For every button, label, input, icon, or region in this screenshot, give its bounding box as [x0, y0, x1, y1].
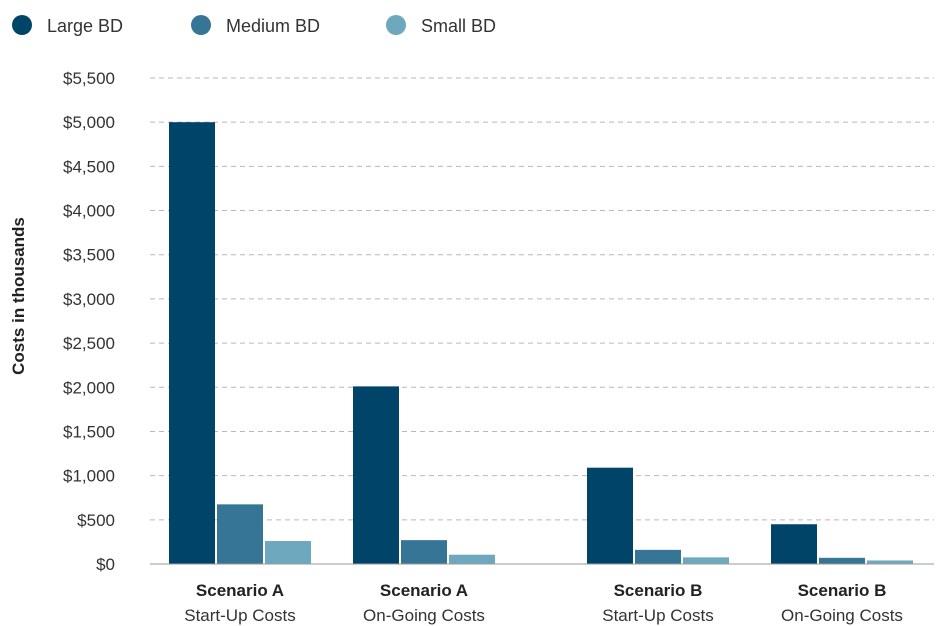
x-category-subtitle: On-Going Costs [781, 606, 903, 625]
x-category-subtitle: Start-Up Costs [602, 606, 713, 625]
y-tick-label: $500 [77, 511, 115, 530]
bar-large-bd [353, 386, 399, 564]
y-tick-label: $5,000 [63, 113, 115, 132]
y-axis-label: Costs in thousands [9, 217, 28, 375]
x-category-title: Scenario B [798, 581, 887, 600]
x-category-subtitle: On-Going Costs [363, 606, 485, 625]
bar-large-bd [169, 122, 215, 564]
legend-item: Large BD [12, 15, 123, 36]
x-category-title: Scenario A [196, 581, 284, 600]
bar-small-bd [265, 541, 311, 564]
legend: Large BD Medium BD Small BD [12, 15, 496, 36]
y-tick-label: $1,500 [63, 422, 115, 441]
y-tick-label: $3,000 [63, 290, 115, 309]
y-axis-ticks: $0 $500 $1,000 $1,500 $2,000 $2,500 $3,000 $3,5… [63, 69, 115, 574]
x-category-subtitle: Start-Up Costs [184, 606, 295, 625]
legend-label: Large BD [47, 16, 123, 36]
gridlines [150, 77, 934, 521]
bar-large-bd [771, 524, 817, 564]
y-tick-label: $0 [96, 555, 115, 574]
legend-swatch [191, 15, 211, 35]
y-tick-label: $4,000 [63, 202, 115, 221]
legend-label: Medium BD [226, 16, 320, 36]
bar-medium-bd [217, 504, 263, 564]
bar-medium-bd [819, 557, 865, 564]
legend-swatch [12, 15, 32, 35]
bar-small-bd [867, 560, 913, 564]
x-category-title: Scenario A [380, 581, 468, 600]
legend-swatch [386, 15, 406, 35]
y-tick-label: $1,000 [63, 467, 115, 486]
y-tick-label: $4,500 [63, 157, 115, 176]
bar-small-bd [683, 557, 729, 564]
bars [169, 122, 913, 564]
bar-medium-bd [635, 549, 681, 564]
y-tick-label: $3,500 [63, 246, 115, 265]
y-tick-label: $5,500 [63, 69, 115, 88]
bar-large-bd [587, 467, 633, 564]
y-tick-label: $2,500 [63, 334, 115, 353]
legend-label: Small BD [421, 16, 496, 36]
y-tick-label: $2,000 [63, 378, 115, 397]
x-category-title: Scenario B [614, 581, 703, 600]
bar-medium-bd [401, 540, 447, 564]
bar-small-bd [449, 554, 495, 564]
x-axis-labels: Scenario A Start-Up Costs Scenario A On-Goi… [184, 581, 903, 625]
legend-item: Small BD [386, 15, 496, 36]
legend-item: Medium BD [191, 15, 320, 36]
